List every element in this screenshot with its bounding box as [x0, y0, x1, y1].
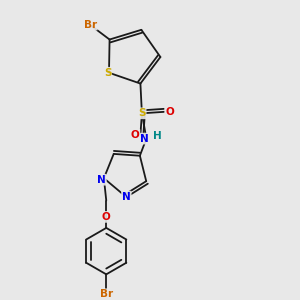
Text: O: O — [165, 107, 174, 117]
Text: S: S — [104, 68, 111, 78]
Text: N: N — [122, 192, 131, 202]
Text: Br: Br — [100, 289, 113, 299]
Text: N: N — [97, 175, 106, 185]
Text: N: N — [140, 134, 149, 144]
Text: S: S — [138, 108, 146, 118]
Text: O: O — [131, 130, 140, 140]
Text: O: O — [102, 212, 111, 222]
Text: H: H — [153, 131, 162, 141]
Text: Br: Br — [84, 20, 97, 30]
